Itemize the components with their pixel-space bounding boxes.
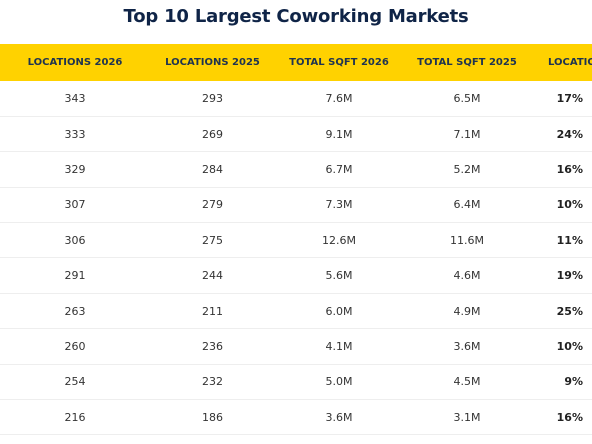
cell-total-sqft-2025: 4.6M — [453, 269, 481, 283]
cell-total-sqft-2025: 3.1M — [453, 410, 481, 424]
table-row: 343 293 7.6M 6.5M 17% — [0, 81, 592, 117]
cell-total-sqft-2025: 11.6M — [450, 233, 484, 247]
cell-total-sqft-2026: 5.6M — [325, 269, 353, 283]
table-row: 263 211 6.0M 4.9M 25% — [0, 293, 592, 329]
cell-location-growth: 16% — [556, 410, 583, 424]
cell-location-growth: 10% — [556, 198, 583, 212]
cell-location-growth: 24% — [556, 127, 583, 141]
cell-total-sqft-2026: 6.7M — [325, 162, 353, 176]
header-total-sqft-2025[interactable]: TOTAL SQFT 2025 — [417, 57, 517, 68]
markets-table: LOCATIONS 2026 LOCATIONS 2025 TOTAL SQFT… — [0, 44, 592, 435]
cell-location-growth: 25% — [556, 304, 583, 318]
cell-total-sqft-2025: 6.4M — [453, 198, 481, 212]
cell-location-growth: 9% — [564, 375, 583, 389]
table-row: 329 284 6.7M 5.2M 16% — [0, 152, 592, 188]
cell-locations-2026: 291 — [64, 269, 86, 283]
cell-locations-2025: 279 — [202, 198, 223, 212]
cell-locations-2026: 329 — [64, 162, 86, 176]
cell-total-sqft-2026: 5.0M — [325, 375, 353, 389]
table-row: 306 275 12.6M 11.6M 11% — [0, 223, 592, 258]
cell-locations-2025: 269 — [202, 127, 223, 141]
table-row: 216 186 3.6M 3.1M 16% — [0, 400, 592, 435]
table-row: 333 269 9.1M 7.1M 24% — [0, 116, 592, 152]
cell-total-sqft-2026: 12.6M — [322, 233, 356, 247]
cell-locations-2026: 260 — [64, 339, 86, 353]
cell-locations-2026: 216 — [64, 410, 86, 424]
cell-locations-2025: 211 — [202, 304, 223, 318]
cell-total-sqft-2025: 4.9M — [453, 304, 481, 318]
cell-total-sqft-2026: 4.1M — [325, 339, 353, 353]
markets-table-container: LOCATIONS 2026 LOCATIONS 2025 TOTAL SQFT… — [0, 44, 592, 444]
header-locations-2025[interactable]: LOCATIONS 2025 — [165, 57, 260, 68]
page-title: Top 10 Largest Coworking Markets — [123, 6, 469, 27]
cell-locations-2025: 293 — [202, 91, 223, 105]
table-row: 307 279 7.3M 6.4M 10% — [0, 187, 592, 223]
cell-locations-2025: 244 — [202, 269, 223, 283]
cell-locations-2026: 263 — [64, 304, 86, 318]
cell-total-sqft-2026: 7.6M — [325, 91, 353, 105]
cell-locations-2025: 284 — [202, 162, 223, 176]
cell-locations-2025: 232 — [202, 375, 223, 389]
cell-locations-2025: 275 — [202, 233, 223, 247]
header-row: LOCATIONS 2026 LOCATIONS 2025 TOTAL SQFT… — [0, 44, 592, 81]
cell-total-sqft-2026: 6.0M — [325, 304, 353, 318]
cell-total-sqft-2025: 4.5M — [453, 375, 481, 389]
cell-locations-2026: 333 — [64, 127, 86, 141]
header-locations-2026[interactable]: LOCATIONS 2026 — [27, 57, 123, 68]
table-row: 254 232 5.0M 4.5M 9% — [0, 364, 592, 400]
cell-total-sqft-2026: 9.1M — [325, 127, 353, 141]
cell-locations-2025: 186 — [202, 410, 223, 424]
cell-location-growth: 17% — [556, 91, 583, 105]
cell-total-sqft-2025: 7.1M — [453, 127, 481, 141]
cell-total-sqft-2025: 5.2M — [453, 162, 481, 176]
table-row: 291 244 5.6M 4.6M 19% — [0, 258, 592, 294]
cell-locations-2026: 307 — [64, 198, 86, 212]
table-header: LOCATIONS 2026 LOCATIONS 2025 TOTAL SQFT… — [0, 44, 592, 81]
cell-location-growth: 10% — [556, 339, 583, 353]
cell-locations-2026: 306 — [64, 233, 86, 247]
cell-locations-2025: 236 — [202, 339, 223, 353]
cell-total-sqft-2025: 3.6M — [453, 339, 481, 353]
header-location-growth[interactable]: LOCATION — [548, 57, 592, 68]
cell-total-sqft-2026: 7.3M — [325, 198, 353, 212]
cell-locations-2026: 343 — [64, 91, 86, 105]
cell-location-growth: 19% — [556, 269, 583, 283]
header-total-sqft-2026[interactable]: TOTAL SQFT 2026 — [289, 57, 389, 68]
table-body: 343 293 7.6M 6.5M 17% 333 269 9.1M 7.1M … — [0, 81, 592, 435]
cell-location-growth: 16% — [556, 162, 583, 176]
cell-locations-2026: 254 — [64, 375, 86, 389]
cell-total-sqft-2026: 3.6M — [325, 410, 353, 424]
cell-total-sqft-2025: 6.5M — [453, 91, 481, 105]
cell-location-growth: 11% — [556, 233, 583, 247]
table-row: 260 236 4.1M 3.6M 10% — [0, 329, 592, 365]
